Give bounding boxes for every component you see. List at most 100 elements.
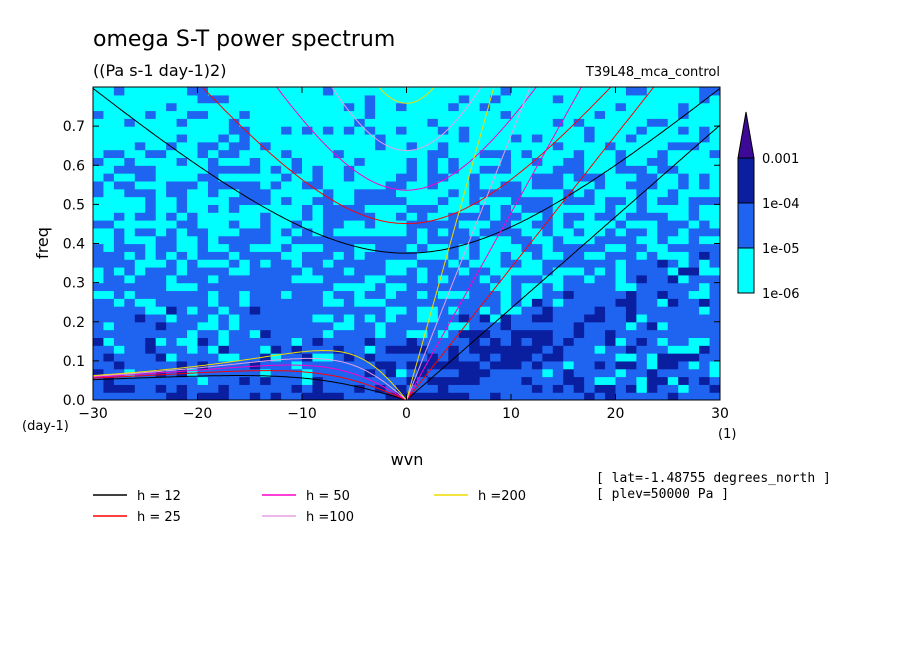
field-cell — [521, 392, 533, 400]
field-cell — [511, 259, 523, 268]
field-cell — [416, 353, 428, 362]
field-cell — [479, 102, 491, 112]
field-cell — [375, 118, 387, 127]
field-cell — [333, 368, 345, 378]
field-cell — [155, 141, 167, 151]
field-cell — [636, 243, 648, 252]
field-cell — [113, 353, 125, 362]
field-cell — [511, 157, 523, 166]
field-cell — [636, 204, 648, 213]
field-cell — [113, 251, 125, 260]
field-cell — [281, 196, 293, 205]
field-cell — [145, 360, 157, 370]
field-cell — [615, 196, 627, 205]
field-cell — [176, 259, 188, 268]
field-cell — [448, 173, 460, 182]
field-cell — [709, 298, 720, 307]
field-cell — [437, 196, 449, 205]
field-cell — [406, 157, 418, 166]
field-cell — [207, 306, 219, 315]
field-cell — [437, 94, 449, 104]
x-unit-label: (1) — [718, 427, 736, 442]
field-cell — [260, 180, 272, 190]
field-cell — [207, 149, 219, 159]
field-cell — [343, 290, 355, 299]
field-cell — [291, 313, 303, 323]
field-cell — [427, 266, 439, 276]
field-cell — [646, 266, 658, 276]
field-cell — [197, 353, 209, 362]
field-cell — [207, 133, 219, 143]
field-cell — [469, 165, 481, 174]
field-cell — [563, 149, 575, 159]
field-cell — [594, 94, 606, 104]
field-cell — [187, 337, 199, 346]
field-cell — [134, 204, 146, 213]
field-cell — [594, 345, 606, 354]
field-cell — [375, 94, 387, 104]
field-cell — [239, 196, 251, 205]
field-cell — [291, 212, 303, 221]
field-cell — [594, 243, 606, 252]
field-cell — [375, 165, 387, 174]
x-tick-label: −30 — [78, 406, 108, 422]
field-cell — [249, 376, 261, 385]
field-cell — [490, 259, 502, 268]
field-cell — [228, 173, 240, 182]
field-cell — [511, 110, 523, 119]
field-cell — [584, 227, 596, 237]
field-cell — [500, 227, 512, 237]
field-cell — [699, 306, 711, 315]
field-cell — [249, 94, 261, 104]
field-cell — [207, 290, 219, 299]
field-cell — [531, 173, 543, 182]
field-cell — [490, 141, 502, 151]
field-cell — [260, 227, 272, 237]
field-cell — [531, 290, 543, 299]
field-cell — [249, 110, 261, 119]
field-cell — [500, 212, 512, 221]
field-cell — [207, 126, 219, 135]
field-cell — [406, 259, 418, 268]
field-cell — [239, 274, 251, 284]
field-cell — [281, 165, 293, 174]
field-cell — [605, 220, 617, 229]
field-cell — [291, 126, 303, 135]
field-cell — [375, 266, 387, 276]
field-cell — [688, 165, 700, 174]
field-cell — [625, 329, 637, 338]
field-cell — [260, 313, 272, 323]
field-cell — [437, 173, 449, 182]
field-cell — [322, 384, 334, 393]
field-cell — [542, 321, 554, 331]
field-cell — [322, 306, 334, 315]
field-cell — [385, 204, 397, 213]
field-cell — [270, 87, 282, 96]
field-cell — [678, 266, 690, 276]
field-cell — [699, 251, 711, 260]
field-cell — [437, 251, 449, 260]
field-cell — [688, 141, 700, 151]
field-cell — [364, 133, 376, 143]
field-cell — [333, 149, 345, 159]
field-cell — [531, 157, 543, 166]
field-cell — [594, 282, 606, 292]
field-cell — [333, 329, 345, 338]
field-cell — [197, 220, 209, 229]
field-cell — [646, 157, 658, 166]
field-cell — [176, 94, 188, 104]
field-cell — [605, 157, 617, 166]
legend-label: h = 25 — [137, 510, 181, 525]
field-cell — [364, 306, 376, 315]
field-cell — [113, 149, 125, 159]
field-cell — [521, 282, 533, 292]
field-cell — [699, 368, 711, 378]
field-cell — [187, 196, 199, 205]
field-cell — [563, 188, 575, 198]
field-cell — [396, 298, 408, 307]
field-cell — [134, 196, 146, 205]
field-cell — [364, 337, 376, 346]
field-cell — [385, 251, 397, 260]
field-cell — [521, 188, 533, 198]
field-cell — [207, 384, 219, 393]
